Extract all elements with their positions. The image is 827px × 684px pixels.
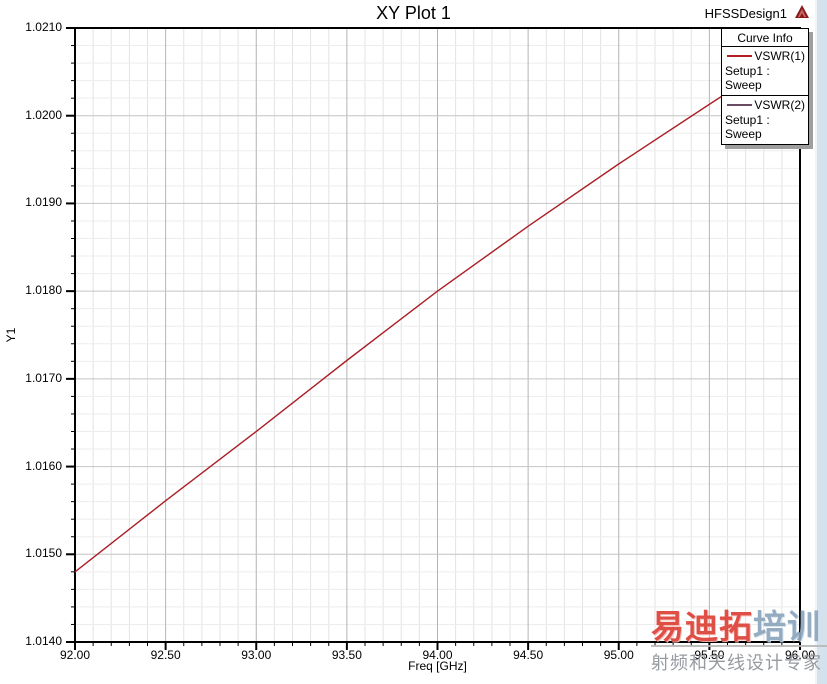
legend-setup: Setup1 : Sweep <box>725 64 770 92</box>
y-tick-label: 1.0140 <box>25 634 62 648</box>
y-tick-label: 1.0180 <box>25 283 62 298</box>
y-tick-label: 1.0210 <box>25 20 62 34</box>
legend-label: VSWR(1) <box>754 49 805 63</box>
y-tick-label: 1.0170 <box>25 370 62 385</box>
page-title: XY Plot 1 <box>376 3 451 23</box>
red-triangle-logo-icon <box>795 5 809 18</box>
x-axis-title: Freq [GHz] <box>408 659 467 673</box>
curve-VSWR(1)[interactable] <box>74 44 801 573</box>
vswr1-line-swatch-icon <box>727 55 752 57</box>
x-tick-label: 93.00 <box>241 648 272 662</box>
watermark-brand-red: 易迪拓 <box>651 608 753 645</box>
y-tick-label: 1.0150 <box>25 546 62 561</box>
y-tick-label: 1.0190 <box>25 195 62 210</box>
x-tick-label: 94.00 <box>422 648 453 662</box>
legend-entry-vswr1: VSWR(1) Setup1 : Sweep <box>722 47 808 95</box>
y-axis-title: Y1 <box>4 327 18 343</box>
watermark-brand-blue: 培训 <box>753 608 821 645</box>
watermark-brand: 易迪拓培训 <box>651 610 827 647</box>
legend-setup: Setup1 : Sweep <box>725 113 770 141</box>
x-tick-label: 95.50 <box>694 648 725 662</box>
x-tick-label: 92.50 <box>150 648 181 662</box>
x-tick-label: 96.00 <box>784 648 816 662</box>
x-tick-label: 94.50 <box>513 648 544 662</box>
legend-title: Curve Info <box>722 29 808 47</box>
x-tick-label: 95.00 <box>603 648 634 662</box>
x-tick-label: 93.50 <box>331 648 362 662</box>
y-tick-label: 1.0200 <box>25 107 62 122</box>
window-edge-strip <box>815 0 827 684</box>
legend-box[interactable]: Curve Info VSWR(1) Setup1 : Sweep VSWR(2… <box>721 28 809 145</box>
design-name: HFSSDesign1 <box>704 6 787 21</box>
watermark-tagline: 射频和天线设计专家 <box>651 653 822 673</box>
legend-label: VSWR(2) <box>754 98 805 112</box>
legend-entry-vswr2: VSWR(2) Setup1 : Sweep <box>722 95 808 144</box>
x-tick-label: 92.00 <box>59 648 91 662</box>
vswr2-line-swatch-icon <box>727 104 752 106</box>
watermark: 易迪拓培训 射频和天线设计专家 <box>651 610 827 675</box>
y-tick-label: 1.0160 <box>25 458 62 473</box>
